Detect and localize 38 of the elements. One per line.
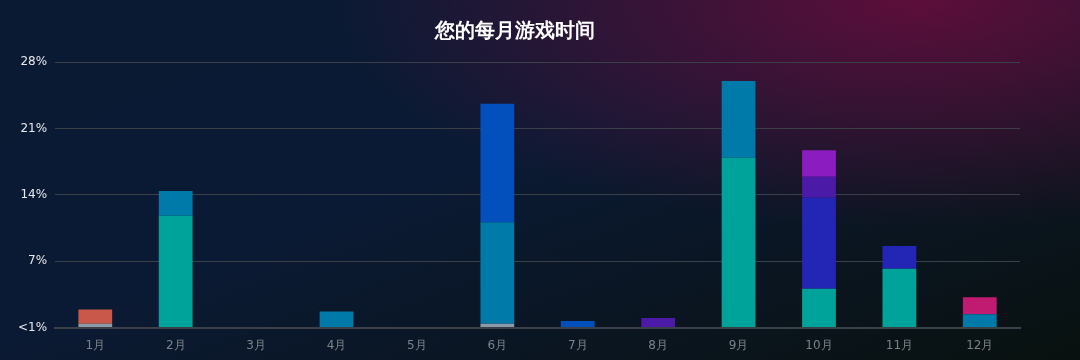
bar: [962, 314, 997, 328]
x-tick-label: 7月: [567, 337, 588, 352]
bar: [882, 246, 917, 269]
bar: [802, 176, 836, 198]
bar: [721, 80, 756, 158]
bar: [158, 191, 193, 216]
bar: [158, 215, 193, 328]
bar: [641, 318, 676, 328]
x-tick-label: 1月: [85, 337, 106, 352]
bar: [721, 157, 756, 328]
bar: [78, 323, 113, 328]
bar: [962, 297, 997, 315]
x-tick-label: 12月: [966, 337, 994, 352]
chart-title: 您的每月游戏时间: [434, 18, 595, 43]
y-tick-label: 28%: [20, 54, 48, 69]
x-tick-label: 2月: [165, 337, 186, 352]
x-tick-label: 6月: [487, 337, 508, 352]
bar: [480, 103, 515, 223]
x-tick-label: 5月: [407, 337, 427, 352]
y-tick-label: 7%: [28, 253, 48, 268]
bar: [480, 222, 515, 324]
y-tick-label: 21%: [20, 120, 48, 135]
x-tick-label: 9月: [728, 337, 749, 352]
x-tick-label: 4月: [326, 337, 347, 352]
bar: [319, 311, 354, 328]
y-tick-label: 14%: [20, 186, 48, 201]
bar: [802, 150, 836, 177]
x-tick-label: 11月: [885, 337, 914, 352]
bar: [480, 323, 515, 328]
bar: [882, 268, 917, 328]
x-tick-label: 3月: [246, 337, 266, 352]
bar: [802, 197, 836, 289]
y-tick-label: <1%: [18, 319, 48, 334]
x-tick-label: 8月: [648, 337, 668, 352]
bar: [560, 320, 595, 328]
bar: [78, 309, 113, 324]
x-tick-label: 10月: [805, 337, 833, 352]
bar: [802, 288, 836, 328]
